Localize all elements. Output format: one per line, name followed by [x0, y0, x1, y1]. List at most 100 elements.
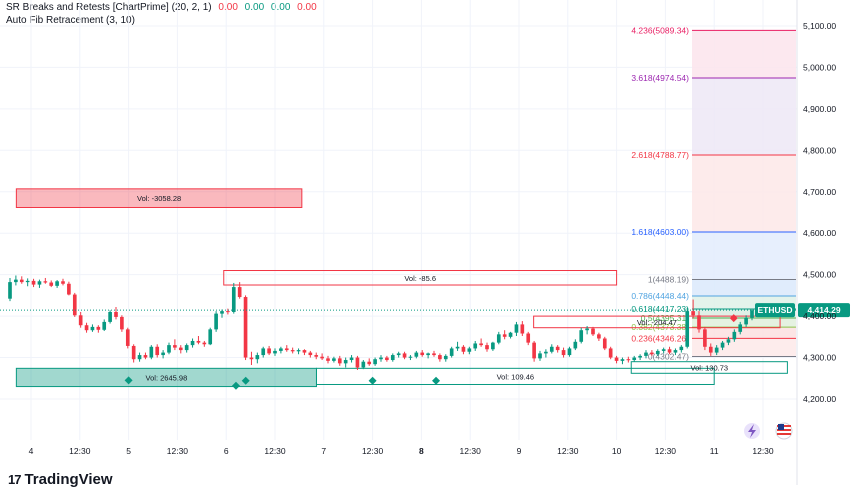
- candle: [385, 355, 389, 362]
- candle: [296, 348, 301, 355]
- candle-body: [432, 353, 436, 356]
- candle-body: [155, 346, 160, 356]
- candle: [579, 327, 584, 344]
- candle: [697, 311, 701, 333]
- candle: [426, 352, 430, 359]
- candle: [226, 308, 230, 315]
- candle: [367, 358, 372, 366]
- candle: [149, 345, 154, 360]
- candle-body: [143, 355, 148, 358]
- candle-body: [326, 358, 330, 361]
- candle: [249, 351, 254, 366]
- candle-body: [750, 310, 754, 318]
- price-tag-label: 4,414.29: [807, 305, 840, 315]
- candle-body: [626, 359, 631, 361]
- candle: [597, 332, 601, 341]
- candle-body: [131, 345, 136, 360]
- x-tick-label: 12:30: [752, 446, 774, 456]
- candle-body: [14, 279, 18, 283]
- candle: [750, 308, 754, 321]
- breakout-marker: [124, 376, 133, 385]
- candle-body: [673, 350, 678, 353]
- candle: [78, 311, 83, 328]
- candle: [214, 311, 218, 332]
- candle-body: [738, 324, 743, 332]
- candle: [137, 352, 142, 362]
- candle-body: [638, 355, 642, 358]
- candle: [655, 349, 660, 356]
- candle: [337, 355, 342, 366]
- candle: [14, 275, 18, 286]
- candle: [284, 345, 289, 352]
- candle: [25, 278, 30, 287]
- candle: [573, 339, 578, 351]
- candle: [720, 340, 725, 351]
- candle-body: [190, 340, 195, 346]
- candle: [108, 310, 112, 324]
- candle: [237, 282, 242, 299]
- candle: [549, 344, 554, 354]
- candle-body: [650, 352, 654, 355]
- tradingview-logo: 17 TradingView: [8, 471, 113, 488]
- candle-body: [703, 329, 707, 347]
- x-axis: 4 12:30 5 12:30 6 12:30 7 12:30 8 12:30 9 12:30 10 12…: [29, 446, 774, 456]
- flash-icon[interactable]: [744, 423, 760, 439]
- candle: [390, 353, 395, 362]
- support-zone: [315, 367, 715, 385]
- candle-body: [508, 332, 513, 337]
- fib-level-label: 0.5(4395.31): [641, 313, 689, 323]
- candle-body: [114, 311, 118, 317]
- fib-level-label: 0.236(4346.26): [631, 333, 689, 343]
- candle-body: [320, 356, 324, 359]
- y-tick-label: 4,300.00: [803, 353, 836, 363]
- tradingview-mark-icon: 17: [8, 472, 22, 487]
- candle-body: [614, 357, 619, 361]
- candle-body: [390, 355, 395, 361]
- candle: [184, 343, 189, 353]
- candle: [202, 340, 207, 347]
- candle-body: [237, 287, 242, 298]
- candle-body: [55, 281, 59, 286]
- candle: [255, 352, 260, 364]
- x-tick-label: 12:30: [362, 446, 384, 456]
- candle-body: [485, 345, 489, 350]
- candle-body: [585, 328, 589, 331]
- y-tick-label: 5,000.00: [803, 62, 836, 72]
- candle-body: [314, 355, 319, 357]
- candle-body: [226, 311, 230, 313]
- x-tick-label: 12:30: [460, 446, 482, 456]
- candle: [67, 281, 71, 296]
- candle: [449, 346, 454, 358]
- candle: [290, 347, 295, 354]
- candle: [143, 352, 148, 360]
- x-tick-label: 4: [29, 446, 34, 456]
- candle: [461, 345, 466, 355]
- x-tick-label: 10: [612, 446, 622, 456]
- y-tick-label: 5,100.00: [803, 21, 836, 31]
- fib-band: [692, 327, 796, 339]
- candle-body: [502, 334, 507, 337]
- candle: [43, 277, 48, 284]
- candle-body: [620, 359, 625, 361]
- zone-volume-label: Vol: -85.6: [404, 274, 436, 283]
- candle: [520, 321, 525, 336]
- x-tick-label: 11: [710, 446, 719, 456]
- candle-body: [443, 355, 448, 360]
- candle: [120, 315, 124, 332]
- indicator-auto-fib[interactable]: Auto Fib Retracement (3, 10): [6, 15, 135, 26]
- candle-body: [655, 350, 660, 355]
- candle-body: [697, 315, 701, 330]
- x-tick-label: 8: [419, 446, 424, 456]
- candle: [190, 338, 195, 348]
- candle-body: [102, 321, 107, 330]
- candle: [679, 345, 684, 353]
- fib-band: [692, 338, 796, 357]
- indicator-sr-breaks[interactable]: SR Breaks and Retests [ChartPrime] (20, …: [6, 2, 317, 13]
- candle-body: [8, 282, 12, 299]
- candle: [326, 355, 330, 364]
- symbol-tag: [755, 303, 795, 318]
- sr-zones: Vol: -3058.28 Vol: -85.6 Vol: -204.47 Vol: …: [15, 188, 788, 388]
- us-flag-icon[interactable]: [775, 422, 793, 440]
- candle: [626, 356, 631, 363]
